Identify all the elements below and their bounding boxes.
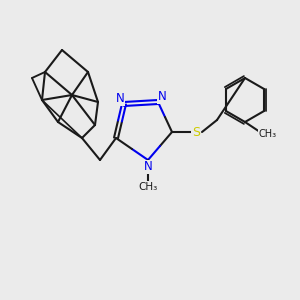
Text: CH₃: CH₃ [138,182,158,192]
Text: S: S [192,125,200,139]
Text: N: N [144,160,152,173]
Text: CH₃: CH₃ [259,129,277,139]
Text: N: N [158,91,166,103]
Text: N: N [116,92,124,106]
